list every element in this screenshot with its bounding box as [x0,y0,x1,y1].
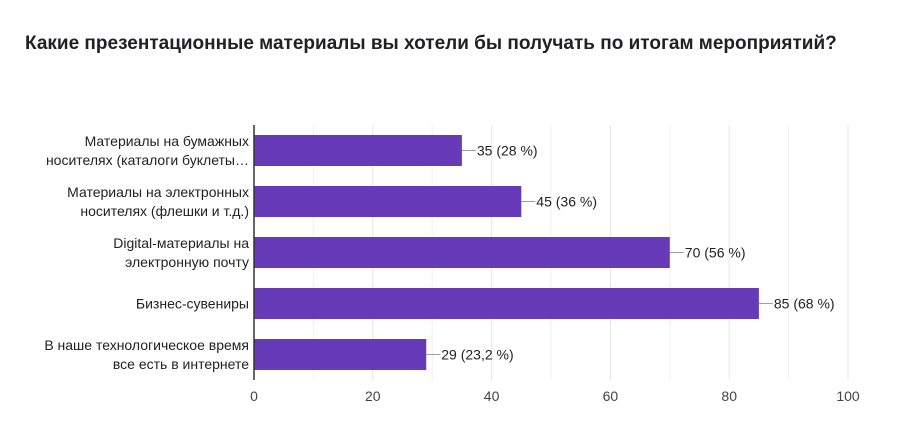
bar-3 [254,237,670,268]
x-tick-label-0: 0 [250,388,258,404]
value-label-5: 29 (23,2 %) [441,347,513,363]
bar-5 [254,339,427,370]
category-label-4: Бизнес-сувениры [136,296,249,312]
leader-lines [426,150,773,355]
category-labels: Материалы на бумажных носителях (каталоги… [44,133,249,372]
value-labels: 35 (28 %) 45 (36 %) 70 (56 %) 85 (68 %) 29 (… [441,143,834,363]
x-tick-labels: 0 20 40 60 80 100 [250,388,860,404]
value-label-2: 45 (36 %) [536,194,597,210]
bar-4 [254,288,759,319]
question-title: Какие презентационные материалы вы хотел… [25,33,837,54]
category-label-5: В наше технологическое время все есть в и… [44,337,249,372]
bar-1 [254,135,462,166]
bar-2 [254,186,522,217]
x-tick-label-60: 60 [603,388,619,404]
category-label-1: Материалы на бумажных носителях (каталоги… [46,133,249,168]
value-label-1: 35 (28 %) [477,143,538,159]
x-tick-label-100: 100 [836,388,860,404]
value-label-3: 70 (56 %) [685,245,746,261]
category-label-3: Digital-материалы на электронную почту [113,235,249,270]
value-label-4: 85 (68 %) [774,296,835,312]
x-tick-label-80: 80 [721,388,737,404]
category-label-2: Материалы на электронных носителях (флешк… [67,184,249,219]
bars [254,135,759,370]
x-tick-label-40: 40 [484,388,500,404]
x-tick-label-20: 20 [365,388,381,404]
